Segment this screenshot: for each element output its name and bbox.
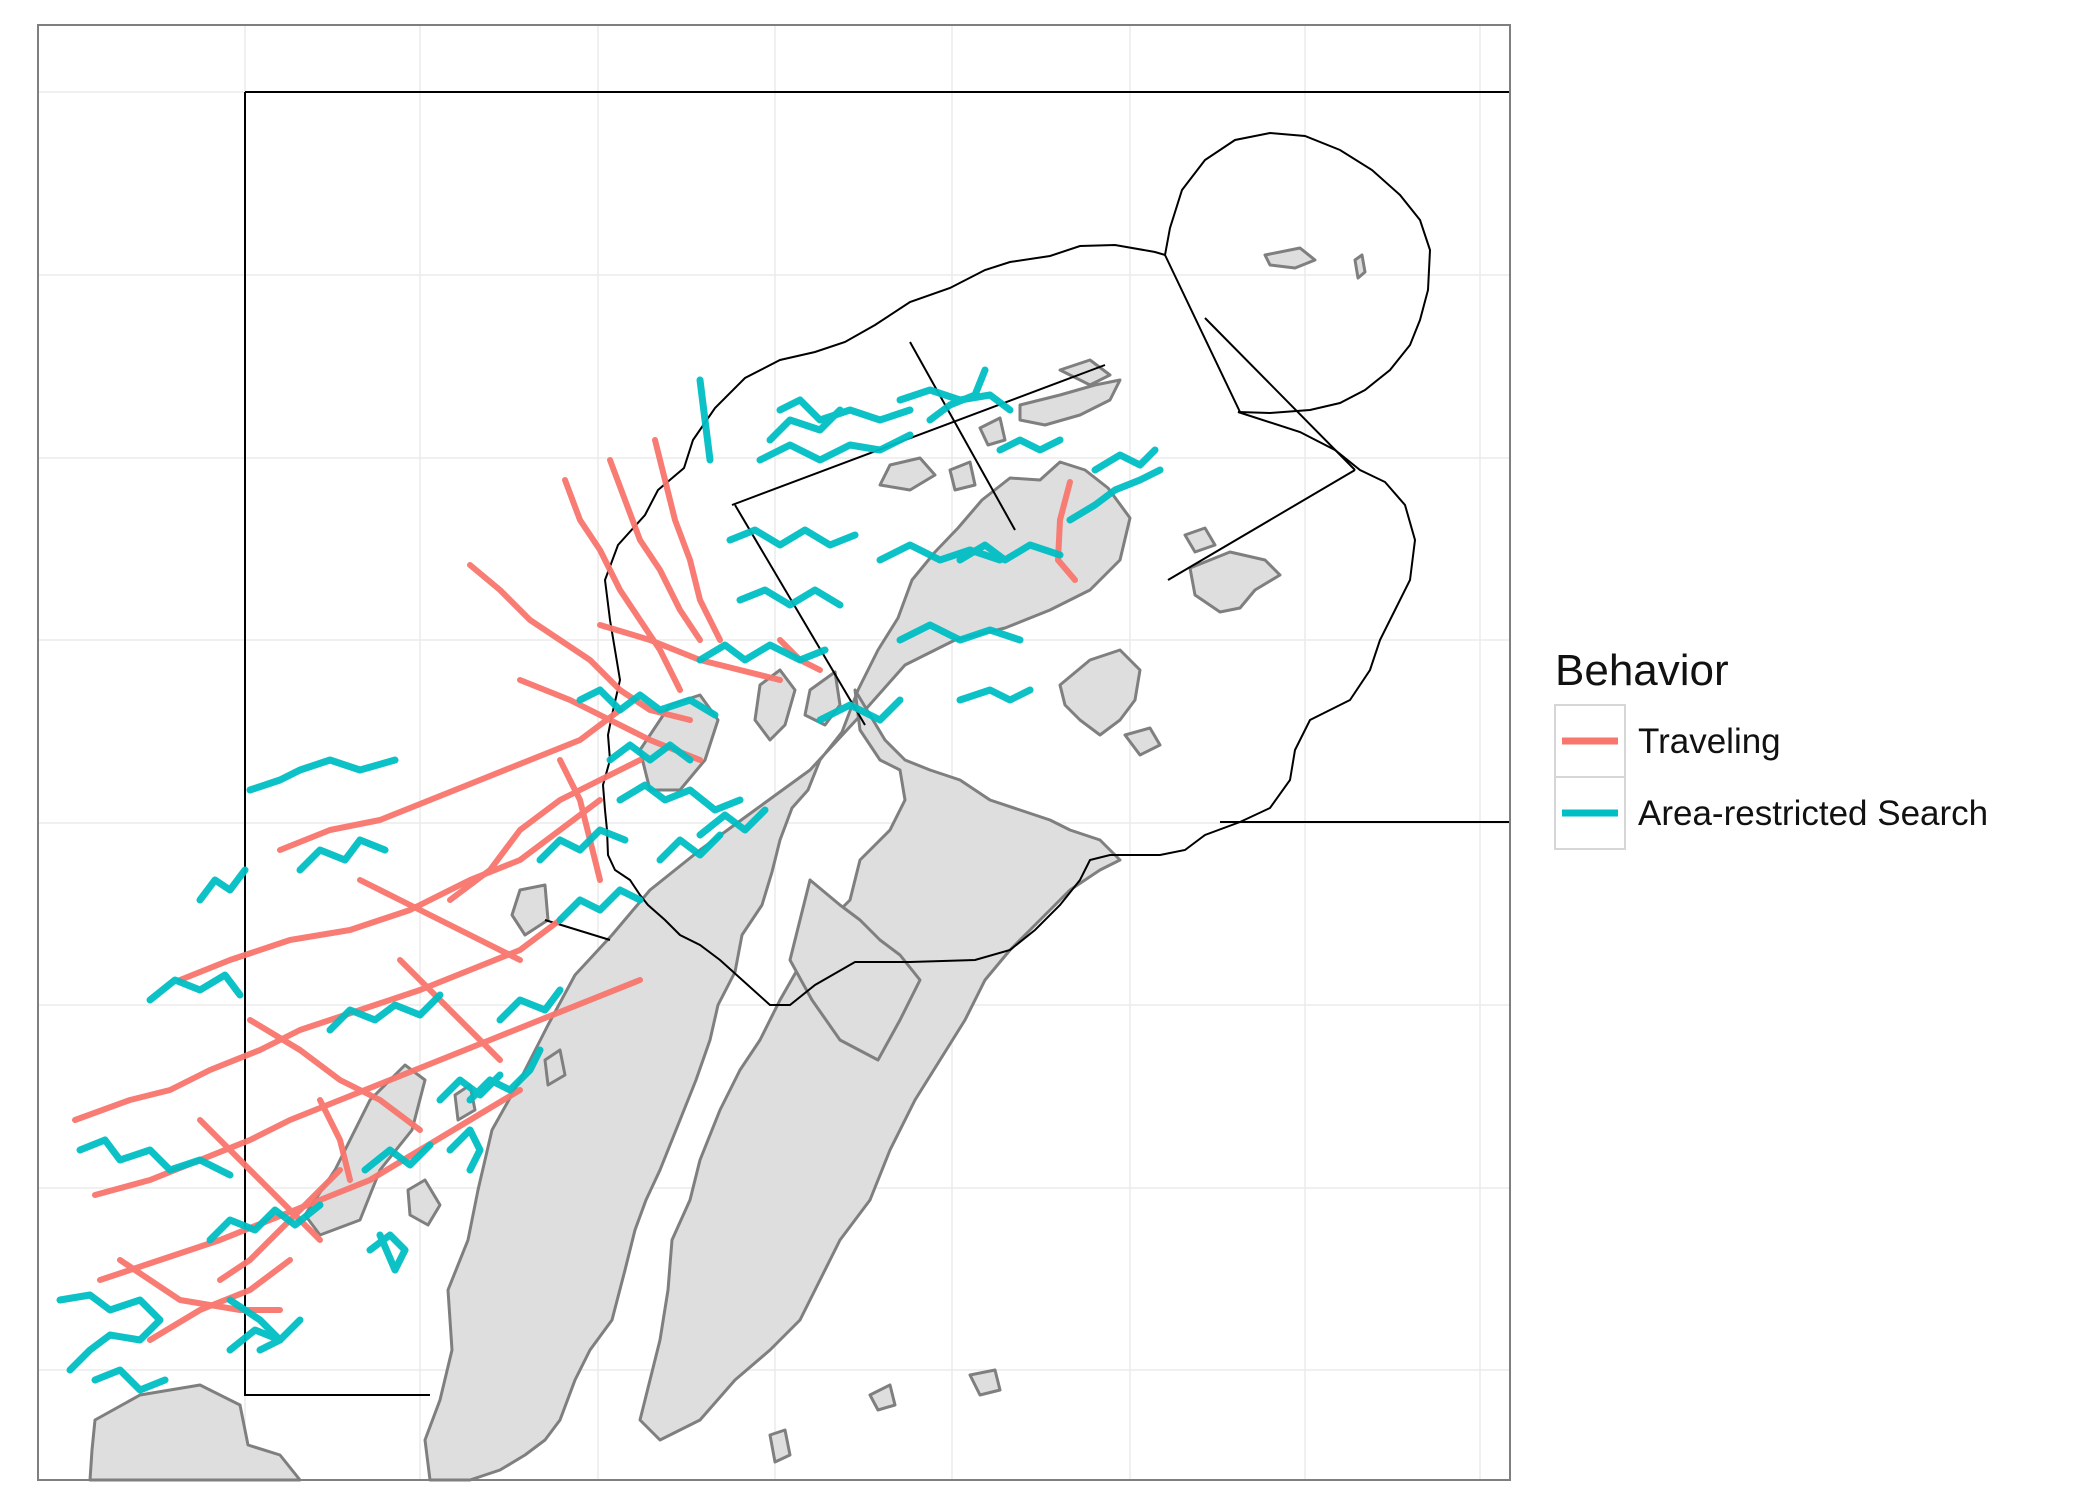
coast-island-c	[968, 1368, 1002, 1397]
search-track	[756, 431, 914, 464]
traveling-track	[467, 562, 693, 723]
search-track	[736, 586, 844, 609]
search-track	[926, 366, 989, 424]
search-track	[1066, 466, 1164, 524]
legend-item-search: Area-restricted Search	[1554, 776, 1988, 850]
traveling-track	[607, 457, 703, 643]
map-panel	[38, 25, 1510, 1482]
search-track	[91, 1366, 169, 1394]
traveling-track	[652, 437, 723, 643]
search-track	[696, 376, 714, 464]
traveling-track	[147, 1257, 293, 1343]
smaller-island-1	[510, 883, 550, 937]
legend-item-traveling: Traveling	[1554, 704, 1781, 778]
search-track	[206, 1201, 324, 1244]
smaller-island-2	[543, 1048, 567, 1087]
southern-land	[88, 1383, 302, 1482]
traveling-track	[557, 757, 603, 883]
region-divider-2	[909, 341, 1016, 531]
traveling-track	[277, 707, 623, 853]
search-track	[226, 1316, 304, 1354]
search-track	[1091, 446, 1159, 474]
traveling-track	[217, 1167, 343, 1283]
management-boundaries	[244, 91, 1510, 1396]
search-track	[56, 1291, 164, 1374]
small-island-east	[948, 460, 977, 492]
region-divider-1	[731, 364, 1106, 506]
panel-border	[37, 24, 1511, 1481]
management-region-outline	[601, 131, 1432, 1006]
search-track	[766, 406, 844, 444]
antarctic-peninsula	[423, 460, 1132, 1482]
traveling-track	[97, 1087, 523, 1283]
west-boundary-line	[244, 92, 430, 1396]
search-track	[196, 866, 249, 904]
search-track	[446, 1126, 484, 1174]
search-track	[536, 826, 629, 864]
region-divider-5	[1204, 317, 1356, 471]
region-divider-4	[1167, 469, 1356, 581]
legend-title: Behavior	[1555, 646, 1729, 695]
search-track	[76, 1136, 234, 1179]
legend-label-traveling: Traveling	[1638, 722, 1781, 761]
land-masses	[88, 246, 1367, 1482]
coast-island-a	[868, 1383, 897, 1412]
search-track	[816, 696, 904, 724]
brabant-island	[753, 668, 797, 742]
legend: Behavior Traveling Area-restricted Searc…	[1554, 646, 1988, 850]
search-track	[246, 756, 399, 794]
search-track	[656, 831, 724, 864]
search-track	[956, 541, 1064, 564]
traveling-track	[357, 877, 523, 963]
search-track	[466, 1046, 544, 1104]
search-track	[366, 1231, 409, 1274]
search-tracks	[56, 366, 1164, 1394]
smaller-island-3	[453, 1083, 477, 1122]
search-track	[576, 686, 719, 719]
search-track	[876, 541, 1004, 564]
james-ross-island	[1058, 648, 1142, 737]
search-track	[616, 781, 744, 814]
search-track	[606, 741, 694, 764]
traveling-track	[1055, 479, 1078, 583]
small-island-jr	[1123, 726, 1162, 757]
search-track	[326, 991, 444, 1034]
traveling-track	[447, 757, 643, 903]
region-divider-3	[1164, 254, 1241, 413]
search-track	[696, 641, 829, 664]
search-track	[361, 1141, 434, 1174]
dundee-island	[1183, 526, 1217, 554]
traveling-track	[317, 1097, 353, 1183]
bay-island-north	[788, 878, 922, 1062]
search-track	[726, 526, 859, 549]
traveling-track	[562, 477, 683, 693]
search-track	[296, 836, 389, 874]
south-shetland-west	[978, 416, 1007, 447]
joinville-island	[1188, 550, 1282, 614]
traveling-track	[72, 917, 563, 1123]
search-track	[436, 1071, 504, 1104]
traveling-track	[117, 1257, 283, 1313]
region-divider-6	[734, 504, 866, 726]
elephant-small	[1353, 253, 1367, 280]
search-track	[146, 971, 244, 1004]
legend-label-search: Area-restricted Search	[1638, 794, 1988, 833]
smaller-island-4	[406, 1178, 442, 1227]
search-track	[556, 886, 644, 924]
coast-island-b	[768, 1428, 792, 1464]
search-track	[996, 436, 1064, 454]
traveling-tracks	[72, 437, 1078, 1343]
search-track	[956, 686, 1034, 704]
elephant-island	[1263, 246, 1317, 270]
search-track	[896, 621, 1024, 644]
search-track	[696, 806, 769, 839]
search-track	[496, 986, 564, 1024]
search-track	[226, 1296, 284, 1354]
south-shetland-small	[878, 456, 937, 492]
traveling-track	[397, 957, 503, 1063]
traveling-track	[177, 797, 603, 983]
livingston-island	[1018, 378, 1122, 427]
traveling-track	[247, 1017, 423, 1133]
